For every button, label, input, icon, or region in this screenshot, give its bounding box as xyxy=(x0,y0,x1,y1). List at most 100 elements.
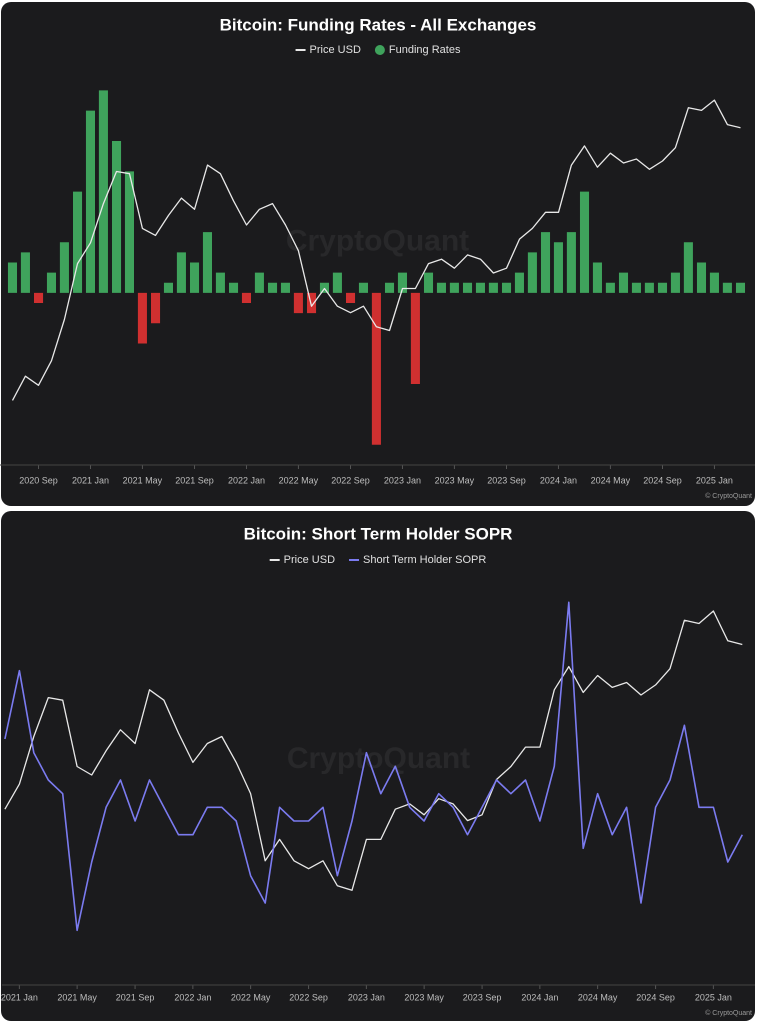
bar xyxy=(657,282,668,293)
bar xyxy=(241,292,251,303)
bar xyxy=(46,272,57,293)
legend-label: Short Term Holder SOPR xyxy=(363,554,486,566)
x-tick-label: 2025 Jan xyxy=(695,992,732,1002)
x-tick-label: 2022 Sep xyxy=(289,992,328,1002)
x-tick-label: 2021 Jan xyxy=(72,475,109,485)
x-tick-label: 2023 Sep xyxy=(463,992,502,1002)
bar xyxy=(397,272,407,293)
bar xyxy=(176,252,186,293)
bar xyxy=(579,191,590,293)
bar xyxy=(137,292,147,344)
bar xyxy=(709,272,719,293)
x-tick-label: 2024 Sep xyxy=(636,992,675,1002)
bar xyxy=(150,292,161,324)
panel xyxy=(1,511,755,1021)
legend-item: Short Term Holder SOPR xyxy=(349,554,486,566)
x-tick-label: 2023 Jan xyxy=(384,475,421,485)
x-tick-label: 2021 Sep xyxy=(175,475,214,485)
x-tick-label: 2022 May xyxy=(231,992,271,1002)
bar xyxy=(267,282,278,293)
chart-title: Bitcoin: Funding Rates - All Exchanges xyxy=(220,15,537,34)
bar xyxy=(605,282,615,293)
bar xyxy=(254,272,264,293)
bar xyxy=(566,232,576,293)
bar xyxy=(72,191,83,293)
bar xyxy=(514,272,524,293)
x-tick-label: 2025 Jan xyxy=(696,475,733,485)
legend: Price USD Short Term Holder SOPR xyxy=(269,554,486,566)
x-tick-label: 2020 Sep xyxy=(19,475,58,485)
legend-item: Price USD xyxy=(295,44,361,56)
line xyxy=(4,610,743,891)
bar xyxy=(527,252,537,293)
bar xyxy=(280,282,290,293)
bar xyxy=(228,282,239,293)
bar xyxy=(124,171,135,293)
bar xyxy=(670,272,680,293)
bar xyxy=(644,282,654,293)
line xyxy=(11,99,741,401)
bar xyxy=(631,282,641,293)
bar xyxy=(20,252,30,293)
bar xyxy=(618,272,629,293)
line xyxy=(4,601,744,932)
bar xyxy=(735,282,746,293)
x-tick-label: 2023 May xyxy=(404,992,444,1002)
bar xyxy=(449,282,459,293)
x-tick-label: 2023 May xyxy=(435,475,475,485)
bar xyxy=(384,282,395,293)
bar xyxy=(462,282,473,293)
x-tick-label: 2024 Jan xyxy=(540,475,577,485)
bar xyxy=(488,282,498,293)
x-tick-label: 2024 May xyxy=(578,992,618,1002)
bar xyxy=(215,272,225,293)
bar xyxy=(436,282,446,293)
watermark: CryptoQuant xyxy=(286,224,469,257)
bar xyxy=(683,242,693,293)
x-tick-label: 2022 Sep xyxy=(331,475,370,485)
bar xyxy=(59,242,69,293)
legend-swatch xyxy=(374,45,385,55)
bar xyxy=(293,292,303,314)
bar xyxy=(189,262,200,293)
panel xyxy=(1,2,755,506)
bar xyxy=(423,272,434,293)
bar xyxy=(475,282,485,293)
bar xyxy=(98,90,108,293)
bar xyxy=(85,110,96,293)
x-tick-label: 2021 Sep xyxy=(116,992,155,1002)
x-tick-label: 2022 Jan xyxy=(174,992,211,1002)
bar xyxy=(722,282,732,293)
x-tick-label: 2021 Jan xyxy=(1,992,38,1002)
legend-label: Price USD xyxy=(284,554,335,566)
bar xyxy=(319,282,329,293)
x-tick-label: 2022 May xyxy=(279,475,319,485)
x-tick-label: 2024 May xyxy=(591,475,631,485)
bar xyxy=(696,262,707,293)
bar xyxy=(553,242,563,293)
x-tick-label: 2024 Jan xyxy=(521,992,558,1002)
bar xyxy=(332,272,342,293)
x-tick-label: 2021 May xyxy=(57,992,97,1002)
bar xyxy=(501,282,512,293)
bar xyxy=(163,282,174,293)
x-tick-label: 2023 Jan xyxy=(348,992,385,1002)
bar xyxy=(111,141,122,293)
chart-title: Bitcoin: Short Term Holder SOPR xyxy=(244,524,513,543)
credit: © CryptoQuant xyxy=(705,492,752,500)
bar xyxy=(7,262,18,293)
bar xyxy=(410,292,420,384)
bar xyxy=(345,292,356,303)
bar xyxy=(358,282,368,293)
bar xyxy=(33,292,44,303)
credit: © CryptoQuant xyxy=(705,1009,752,1017)
legend-item: Price USD xyxy=(269,554,335,566)
legend-item: Funding Rates xyxy=(374,44,461,56)
bar xyxy=(540,232,551,293)
bar xyxy=(306,292,317,314)
x-tick-label: 2022 Jan xyxy=(228,475,265,485)
bar xyxy=(592,262,602,293)
bar xyxy=(202,232,213,293)
